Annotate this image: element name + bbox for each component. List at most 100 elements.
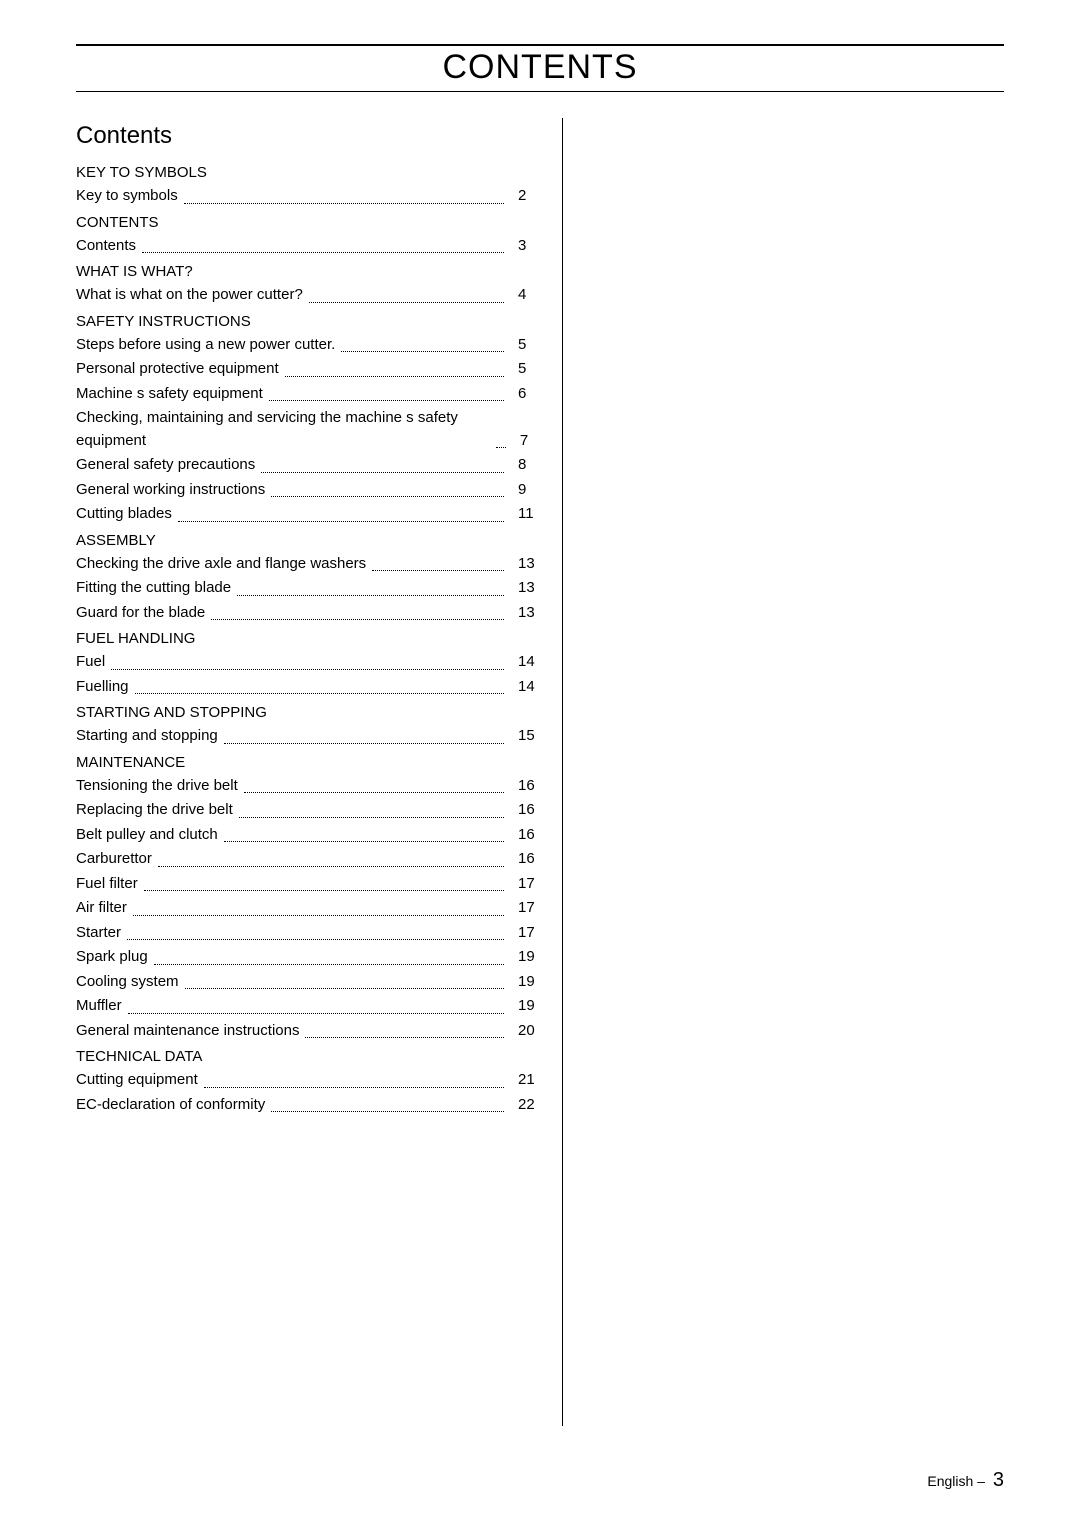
toc-item-label: Cutting blades — [76, 503, 172, 526]
toc-row: Belt pulley and clutch 16 — [76, 824, 538, 847]
toc-leader — [224, 841, 504, 842]
toc-row: General working instructions 9 — [76, 479, 538, 502]
toc-item-label: Carburettor — [76, 848, 152, 871]
toc-item-label: Machine s safety equipment — [76, 383, 263, 406]
toc-item-page: 21 — [508, 1069, 538, 1092]
toc-item-page: 5 — [508, 334, 538, 357]
toc-row: General safety precautions 8 — [76, 454, 538, 477]
toc-leader — [269, 400, 504, 401]
toc-leader — [135, 693, 504, 694]
toc-item-label: Muffler — [76, 995, 122, 1018]
toc-item-label: What is what on the power cutter? — [76, 284, 303, 307]
toc-section-label: MAINTENANCE — [76, 754, 538, 771]
toc-leader — [239, 817, 504, 818]
toc-leader — [305, 1037, 504, 1038]
toc-row: Personal protective equipment 5 — [76, 358, 538, 381]
toc-leader — [224, 743, 504, 744]
toc-leader — [372, 570, 504, 571]
contents-subheading: Contents — [76, 122, 538, 150]
toc-leader — [133, 915, 504, 916]
toc-item-page: 17 — [508, 897, 538, 920]
toc-item-label: Air filter — [76, 897, 127, 920]
toc-leader — [158, 866, 504, 867]
toc-item-page: 2 — [508, 185, 538, 208]
toc-leader — [271, 1111, 504, 1112]
toc-leader — [237, 595, 504, 596]
toc-item-label: Fuelling — [76, 676, 129, 699]
toc-leader — [184, 203, 504, 204]
column-right — [562, 118, 1004, 1426]
toc-row: Spark plug19 — [76, 946, 538, 969]
column-left: Contents KEY TO SYMBOLSKey to symbols2CO… — [76, 118, 562, 1426]
toc-item-label: Steps before using a new power cutter. — [76, 334, 335, 357]
toc-item-page: 22 — [508, 1094, 538, 1117]
toc-item-label: General working instructions — [76, 479, 265, 502]
toc-row: Tensioning the drive belt16 — [76, 775, 538, 798]
page: CONTENTS Contents KEY TO SYMBOLSKey to s… — [0, 0, 1080, 1528]
toc-item-page: 9 — [508, 479, 538, 502]
toc-item-label: Starter — [76, 922, 121, 945]
toc-row: Cutting equipment21 — [76, 1069, 538, 1092]
toc-section-label: TECHNICAL DATA — [76, 1048, 538, 1065]
toc-leader — [127, 939, 504, 940]
toc-row: Cutting blades 11 — [76, 503, 538, 526]
toc-item-label: Belt pulley and clutch — [76, 824, 218, 847]
toc-item-page: 16 — [508, 824, 538, 847]
toc-item-label: Fuel — [76, 651, 105, 674]
toc-item-page: 5 — [508, 358, 538, 381]
toc-item-page: 20 — [508, 1020, 538, 1043]
toc-section-label: FUEL HANDLING — [76, 630, 538, 647]
toc-item-label: EC-declaration of conformity — [76, 1094, 265, 1117]
toc-item-page: 8 — [508, 454, 538, 477]
toc-item-page: 13 — [508, 553, 538, 576]
toc-item-label: Tensioning the drive belt — [76, 775, 238, 798]
rule-bottom — [76, 91, 1004, 92]
footer-sep: – — [977, 1473, 985, 1489]
toc-section-label: CONTENTS — [76, 214, 538, 231]
toc-row: Carburettor 16 — [76, 848, 538, 871]
toc-item-page: 14 — [508, 676, 538, 699]
toc-item-page: 19 — [508, 995, 538, 1018]
toc-row: Muffler 19 — [76, 995, 538, 1018]
toc-section-label: ASSEMBLY — [76, 532, 538, 549]
toc-row: Checking the drive axle and flange washe… — [76, 553, 538, 576]
page-footer: English – 3 — [927, 1469, 1004, 1492]
toc-item-label: Spark plug — [76, 946, 148, 969]
toc-item-page: 15 — [508, 725, 538, 748]
toc-item-page: 13 — [508, 577, 538, 600]
toc-row: General maintenance instructions 20 — [76, 1020, 538, 1043]
toc-item-page: 17 — [508, 922, 538, 945]
toc-item-page: 16 — [508, 848, 538, 871]
toc-leader — [185, 988, 504, 989]
toc-item-label: Personal protective equipment — [76, 358, 279, 381]
toc-row: Starter 17 — [76, 922, 538, 945]
toc-item-label: Contents — [76, 235, 136, 258]
toc-row: Steps before using a new power cutter. 5 — [76, 334, 538, 357]
toc-section-label: WHAT IS WHAT? — [76, 263, 538, 280]
toc-leader — [271, 496, 504, 497]
toc-item-label: Replacing the drive belt — [76, 799, 233, 822]
toc-item-page: 7 — [510, 430, 538, 453]
toc-item-page: 19 — [508, 971, 538, 994]
toc-leader — [111, 669, 504, 670]
toc-leader — [204, 1087, 504, 1088]
toc-item-page: 17 — [508, 873, 538, 896]
toc-item-label: Starting and stopping — [76, 725, 218, 748]
toc-item-page: 11 — [508, 503, 538, 526]
toc-leader — [142, 252, 504, 253]
toc-item-page: 6 — [508, 383, 538, 406]
toc-item-label: General safety precautions — [76, 454, 255, 477]
toc-leader — [261, 472, 504, 473]
toc-row: Replacing the drive belt 16 — [76, 799, 538, 822]
footer-page-number: 3 — [989, 1469, 1004, 1491]
toc-leader — [211, 619, 504, 620]
toc-row: Cooling system19 — [76, 971, 538, 994]
toc-leader — [309, 302, 504, 303]
toc-row: Fuelling 14 — [76, 676, 538, 699]
toc-row: What is what on the power cutter?4 — [76, 284, 538, 307]
toc-item-label: Checking, maintaining and servicing the … — [76, 407, 490, 452]
toc-item-label: General maintenance instructions — [76, 1020, 299, 1043]
toc-item-page: 16 — [508, 799, 538, 822]
toc-row: EC-declaration of conformity 22 — [76, 1094, 538, 1117]
toc-section-label: KEY TO SYMBOLS — [76, 164, 538, 181]
